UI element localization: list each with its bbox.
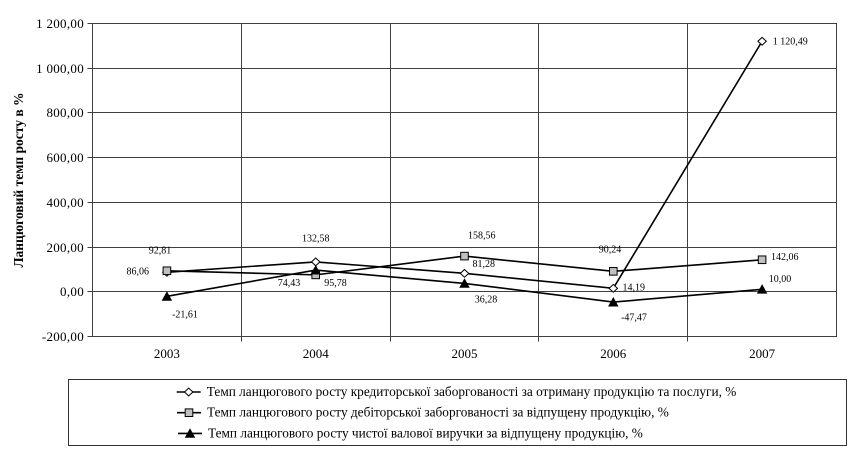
svg-text:2007: 2007 [749, 346, 776, 361]
svg-text:36,28: 36,28 [475, 295, 498, 306]
svg-text:74,43: 74,43 [278, 278, 301, 289]
svg-text:600,00: 600,00 [46, 150, 84, 165]
svg-text:200,00: 200,00 [46, 240, 84, 255]
svg-text:95,78: 95,78 [324, 278, 347, 289]
svg-text:2005: 2005 [452, 346, 478, 361]
svg-text:14,19: 14,19 [623, 282, 646, 293]
svg-text:Ланцюговий темп росту в %: Ланцюговий темп росту в % [11, 92, 26, 267]
svg-text:Темп ланцюгового росту кредито: Темп ланцюгового росту кредиторської заб… [207, 384, 737, 399]
svg-text:400,00: 400,00 [46, 195, 84, 210]
svg-text:-200,00: -200,00 [42, 329, 84, 344]
svg-text:0,00: 0,00 [60, 284, 84, 299]
svg-text:92,81: 92,81 [149, 246, 172, 257]
svg-text:132,58: 132,58 [302, 234, 330, 245]
svg-text:86,06: 86,06 [127, 267, 150, 278]
svg-text:10,00: 10,00 [769, 274, 792, 285]
svg-text:158,56: 158,56 [468, 231, 496, 242]
svg-text:Темп ланцюгового росту чистої: Темп ланцюгового росту чистої валової ви… [208, 425, 643, 440]
svg-text:800,00: 800,00 [46, 105, 84, 120]
svg-text:81,28: 81,28 [472, 259, 495, 270]
svg-text:2006: 2006 [600, 346, 627, 361]
svg-text:2004: 2004 [303, 346, 330, 361]
svg-text:1 200,00: 1 200,00 [36, 16, 84, 31]
svg-text:1 000,00: 1 000,00 [36, 61, 84, 76]
svg-text:-21,61: -21,61 [172, 310, 198, 321]
svg-text:2003: 2003 [154, 346, 180, 361]
svg-text:-47,47: -47,47 [621, 312, 647, 323]
svg-text:Темп ланцюгового росту дебітор: Темп ланцюгового росту дебіторської забо… [207, 405, 669, 420]
svg-text:1 120,49: 1 120,49 [773, 36, 808, 47]
svg-text:142,06: 142,06 [771, 252, 799, 263]
svg-text:90,24: 90,24 [599, 245, 622, 256]
